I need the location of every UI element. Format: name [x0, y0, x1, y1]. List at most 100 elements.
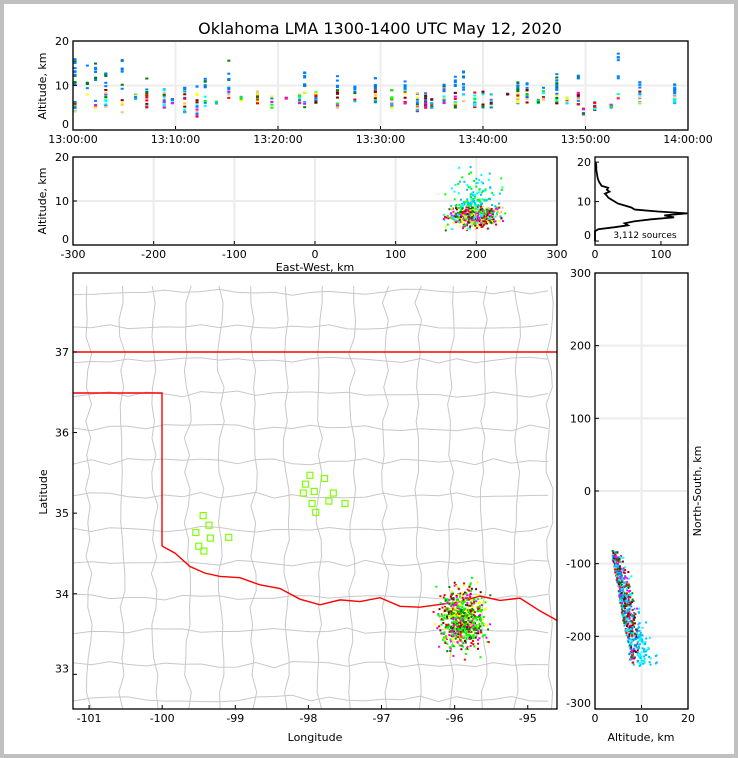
source-point: [525, 101, 529, 104]
source-point: [183, 111, 187, 114]
source-point: [624, 575, 627, 578]
source-point: [270, 103, 274, 106]
source-point: [461, 217, 464, 220]
source-point: [477, 218, 480, 221]
source-point: [620, 574, 623, 577]
source-point: [440, 623, 443, 626]
y-tick-label: -300: [566, 697, 591, 710]
source-point: [453, 630, 456, 633]
source-point: [475, 628, 478, 631]
source-point: [623, 617, 626, 620]
source-point: [469, 209, 472, 212]
source-point: [500, 211, 503, 214]
source-point: [638, 86, 642, 89]
source-point: [633, 649, 636, 652]
source-point: [636, 649, 639, 652]
source-point: [632, 621, 635, 624]
source-point: [627, 640, 630, 643]
source-point: [474, 228, 477, 231]
source-point: [85, 82, 89, 85]
source-point: [453, 640, 456, 643]
source-point: [478, 188, 481, 191]
source-point: [145, 96, 149, 99]
source-point: [120, 103, 124, 106]
county-line: [183, 285, 192, 710]
source-point: [453, 91, 457, 94]
source-point: [626, 611, 629, 614]
source-point: [616, 564, 619, 567]
source-point: [641, 647, 644, 650]
source-point: [432, 610, 435, 613]
source-point: [627, 597, 630, 600]
source-point: [638, 90, 642, 93]
source-point: [472, 635, 475, 638]
source-point: [623, 620, 626, 623]
source-point: [638, 662, 641, 665]
source-point: [470, 587, 473, 590]
source-point: [430, 105, 434, 108]
source-point: [470, 589, 473, 592]
source-point: [162, 94, 166, 97]
source-point: [481, 216, 484, 219]
source-point: [475, 210, 478, 213]
source-point: [466, 184, 469, 187]
y-tick-label: 10: [577, 196, 591, 209]
source-point: [620, 576, 623, 579]
source-point: [555, 79, 559, 82]
source-point: [195, 115, 199, 118]
source-point: [439, 602, 442, 605]
source-point: [450, 187, 453, 190]
source-point: [482, 615, 485, 618]
source-point: [73, 73, 77, 76]
x-tick-label: 20: [681, 712, 695, 725]
source-point: [480, 203, 483, 206]
source-point: [448, 586, 451, 589]
source-point: [466, 213, 469, 216]
source-point: [635, 635, 638, 638]
source-point: [459, 633, 462, 636]
source-point: [239, 95, 243, 98]
source-point: [443, 594, 446, 597]
source-point: [447, 616, 450, 619]
source-point: [625, 631, 628, 634]
source-point: [449, 646, 452, 649]
source-point: [445, 602, 448, 605]
source-point: [635, 629, 638, 632]
source-point: [465, 637, 468, 640]
x-tick-label: 300: [547, 248, 568, 261]
y-tick-label: 20: [55, 151, 69, 164]
source-point: [627, 586, 630, 589]
source-point: [335, 106, 339, 109]
source-point: [637, 626, 640, 629]
plot-frame: [72, 272, 558, 710]
source-point: [630, 605, 633, 608]
source-point: [104, 88, 108, 91]
source-point: [195, 110, 199, 113]
source-point: [461, 202, 464, 205]
source-point: [484, 213, 487, 216]
source-point: [506, 93, 510, 96]
source-point: [444, 608, 447, 611]
source-point: [450, 593, 453, 596]
source-point: [454, 632, 457, 635]
source-point: [460, 648, 463, 651]
source-point: [424, 99, 428, 102]
source-point: [516, 82, 520, 85]
county-line: [85, 285, 93, 710]
source-point: [446, 614, 449, 617]
source-point: [639, 643, 642, 646]
source-point: [622, 614, 625, 617]
source-point: [335, 84, 339, 87]
source-point: [611, 549, 614, 552]
source-point: [635, 607, 638, 610]
source-point: [470, 576, 473, 579]
source-point: [470, 187, 473, 190]
source-point: [457, 219, 460, 222]
source-point: [623, 600, 626, 603]
source-point: [622, 584, 625, 587]
y-tick-label: -200: [566, 630, 591, 643]
source-point: [469, 195, 472, 198]
source-point: [464, 224, 467, 227]
source-point: [470, 642, 473, 645]
source-point: [215, 100, 218, 103]
